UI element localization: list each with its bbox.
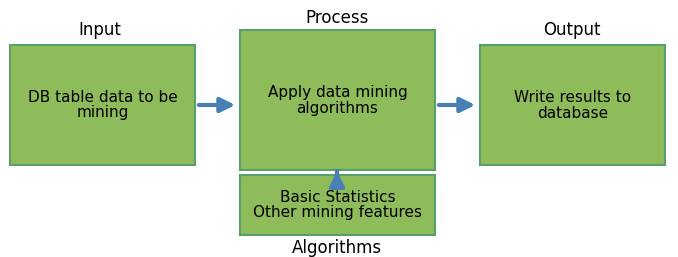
Text: Other mining features: Other mining features [253, 206, 422, 221]
FancyBboxPatch shape [480, 45, 665, 165]
FancyBboxPatch shape [240, 175, 435, 235]
Text: Apply data mining: Apply data mining [268, 85, 407, 99]
Text: Write results to: Write results to [514, 89, 631, 105]
Text: Process: Process [305, 9, 369, 27]
Text: DB table data to be: DB table data to be [28, 89, 178, 105]
FancyBboxPatch shape [240, 30, 435, 170]
Text: Algorithms: Algorithms [292, 239, 382, 257]
Text: Basic Statistics: Basic Statistics [280, 189, 395, 205]
Text: Output: Output [543, 21, 601, 39]
Text: mining: mining [77, 106, 129, 121]
Text: algorithms: algorithms [296, 100, 378, 115]
Text: Input: Input [79, 21, 121, 39]
FancyBboxPatch shape [10, 45, 195, 165]
Text: database: database [537, 106, 608, 121]
